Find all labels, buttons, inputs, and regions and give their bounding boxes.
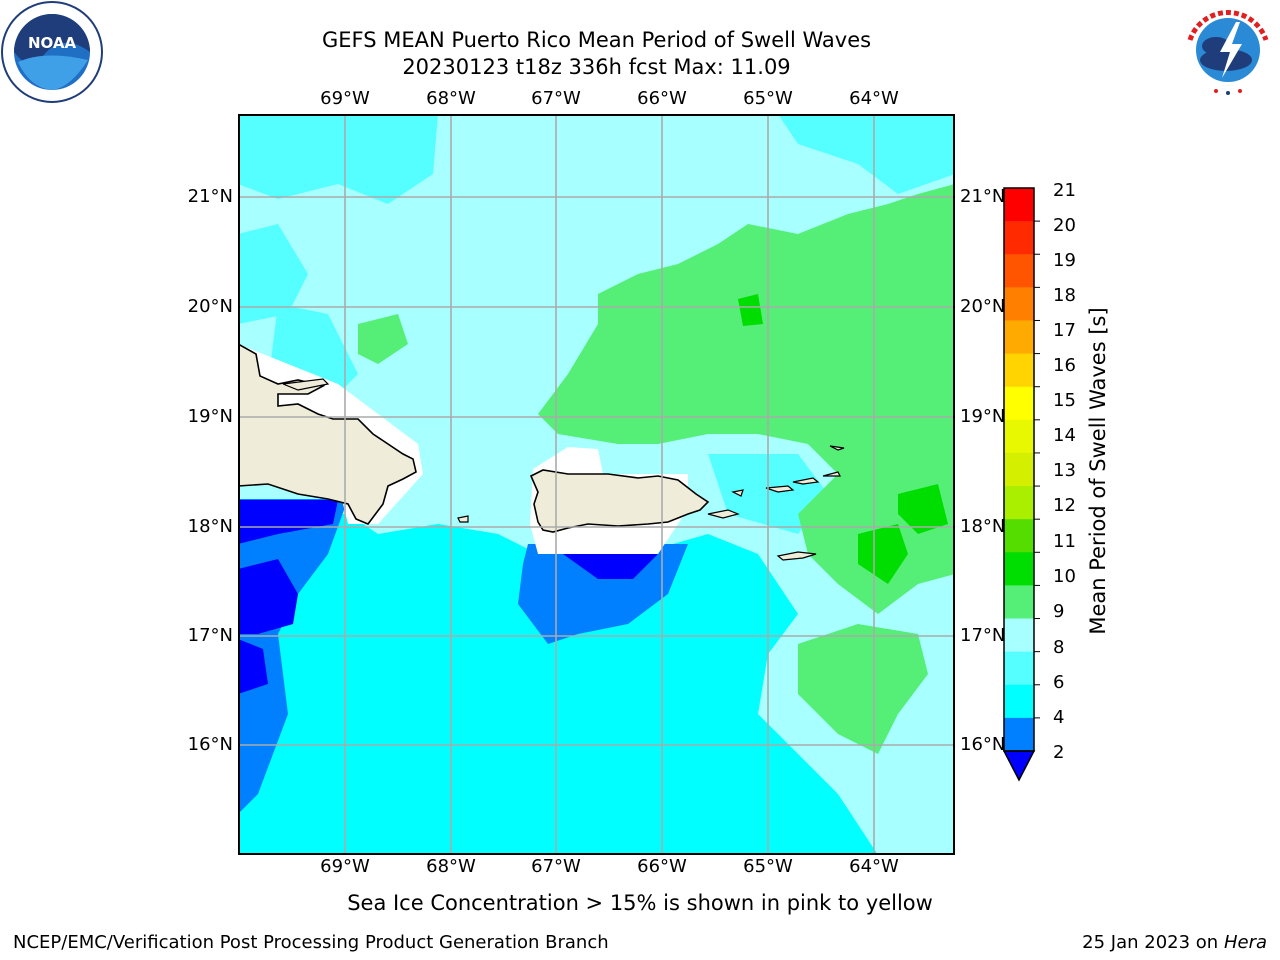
contour-9-10 <box>358 314 408 364</box>
lat-label-right: 19°N <box>960 406 1006 427</box>
swell-period-map <box>238 114 955 855</box>
contour-below-2 <box>238 639 268 694</box>
contour-6-8 <box>238 224 308 324</box>
lon-label-bottom: 66°W <box>637 856 687 877</box>
colorbar-tick: 9 <box>1053 601 1065 622</box>
map-graticule <box>238 114 955 855</box>
colorbar-tick: 15 <box>1053 390 1076 411</box>
contour-2-4 <box>518 544 688 644</box>
colorbar-label: Mean Period of Swell Waves [s] <box>1086 307 1110 635</box>
colorbar-cell <box>1004 353 1034 388</box>
contour-below-2 <box>563 554 658 579</box>
colorbar-tick: 6 <box>1053 672 1065 693</box>
colorbar-cell <box>1004 287 1034 321</box>
colorbar-tick: 21 <box>1053 180 1076 201</box>
lat-label-left: 21°N <box>187 186 233 207</box>
virgin-island <box>822 471 841 477</box>
virgin-island <box>765 485 795 493</box>
contour-10-11 <box>858 524 908 584</box>
colorbar-tick: 18 <box>1053 285 1076 306</box>
chart-title-line1: GEFS MEAN Puerto Rico Mean Period of Swe… <box>321 28 872 52</box>
lat-label-left: 18°N <box>187 516 233 537</box>
nws-logo <box>1176 0 1280 100</box>
lat-label-right: 16°N <box>960 734 1006 755</box>
colorbar-tick: 8 <box>1053 637 1065 658</box>
contour-4-6 <box>238 514 878 855</box>
colorbar-cell <box>1004 585 1034 620</box>
footer-date-text: 25 Jan 2023 on <box>1082 932 1224 953</box>
colorbar-cell <box>1004 486 1034 520</box>
footer-date: 25 Jan 2023 on Hera <box>1082 932 1267 953</box>
colorbar-tick: 13 <box>1053 460 1076 481</box>
chart-title-line2: 20230123 t18z 336h fcst Max: 11.09 <box>402 55 791 79</box>
lat-label-right: 20°N <box>960 296 1006 317</box>
lon-label-bottom: 64°W <box>849 856 899 877</box>
anegada-island <box>829 445 845 451</box>
colorbar-tick: 14 <box>1053 425 1076 446</box>
vieques-island <box>707 509 740 519</box>
contour-6-8 <box>778 114 955 194</box>
contour-10-11 <box>898 484 948 534</box>
contour-below-2 <box>238 559 298 634</box>
colorbar-cell <box>1004 254 1034 288</box>
colorbar-cell <box>1004 386 1034 421</box>
contour-6-8 <box>238 114 438 204</box>
mona-island <box>457 515 469 523</box>
contour-9-10 <box>798 624 928 754</box>
lon-label-bottom: 67°W <box>531 856 581 877</box>
lon-label-top: 69°W <box>320 88 370 109</box>
lat-label-left: 19°N <box>187 406 233 427</box>
colorbar-tick: 17 <box>1053 320 1076 341</box>
colorbar-cell <box>1004 419 1034 454</box>
puerto-rico-land <box>529 469 710 533</box>
lon-label-top: 68°W <box>426 88 476 109</box>
colorbar-tick: 10 <box>1053 566 1076 587</box>
lon-label-bottom: 69°W <box>320 856 370 877</box>
colorbar-tick: 19 <box>1053 250 1076 271</box>
contour-below-2 <box>238 500 338 544</box>
colorbar-tick: 11 <box>1053 531 1076 552</box>
tortuga-island <box>282 378 330 391</box>
colorbar-cell <box>1004 717 1034 752</box>
colorbar-cell <box>1004 651 1034 686</box>
lat-label-right: 17°N <box>960 625 1006 646</box>
colorbar-tick: 20 <box>1053 215 1076 236</box>
lon-label-bottom: 65°W <box>743 856 793 877</box>
contour-9-10 <box>538 184 955 614</box>
lon-label-top: 66°W <box>637 88 687 109</box>
colorbar-cell <box>1004 452 1034 487</box>
colorbar-cell <box>1004 552 1034 586</box>
colorbar-tick: 4 <box>1053 707 1065 728</box>
colorbar <box>1000 186 1040 786</box>
colorbar-cell <box>1004 221 1034 255</box>
virgin-island <box>792 477 820 485</box>
culebra-island <box>731 489 744 497</box>
noaa-logo: NOAA <box>0 0 104 104</box>
colorbar-tick: 12 <box>1053 495 1076 516</box>
colorbar-tick: 16 <box>1053 355 1076 376</box>
lon-label-top: 64°W <box>849 88 899 109</box>
lon-label-top: 67°W <box>531 88 581 109</box>
lon-label-top: 65°W <box>743 88 793 109</box>
colorbar-cell <box>1004 684 1034 719</box>
lon-label-bottom: 68°W <box>426 856 476 877</box>
lat-label-right: 21°N <box>960 186 1006 207</box>
sea-ice-note: Sea Ice Concentration > 15% is shown in … <box>347 891 933 915</box>
st-croix-island <box>776 551 817 561</box>
colorbar-cell <box>1004 519 1034 553</box>
colorbar-tick: 2 <box>1053 742 1065 763</box>
footer-branch: NCEP/EMC/Verification Post Processing Pr… <box>13 932 609 953</box>
footer-host: Hera <box>1223 932 1267 953</box>
contour-10-11 <box>738 294 763 326</box>
colorbar-cell <box>1004 618 1034 653</box>
noaa-logo-text: NOAA <box>28 34 77 52</box>
lat-label-left: 17°N <box>187 625 233 646</box>
lat-label-left: 20°N <box>187 296 233 317</box>
lat-label-left: 16°N <box>187 734 233 755</box>
colorbar-cell <box>1004 188 1034 222</box>
colorbar-cell <box>1004 320 1034 355</box>
lat-label-right: 18°N <box>960 516 1006 537</box>
colorbar-extend-arrow <box>1002 750 1036 782</box>
